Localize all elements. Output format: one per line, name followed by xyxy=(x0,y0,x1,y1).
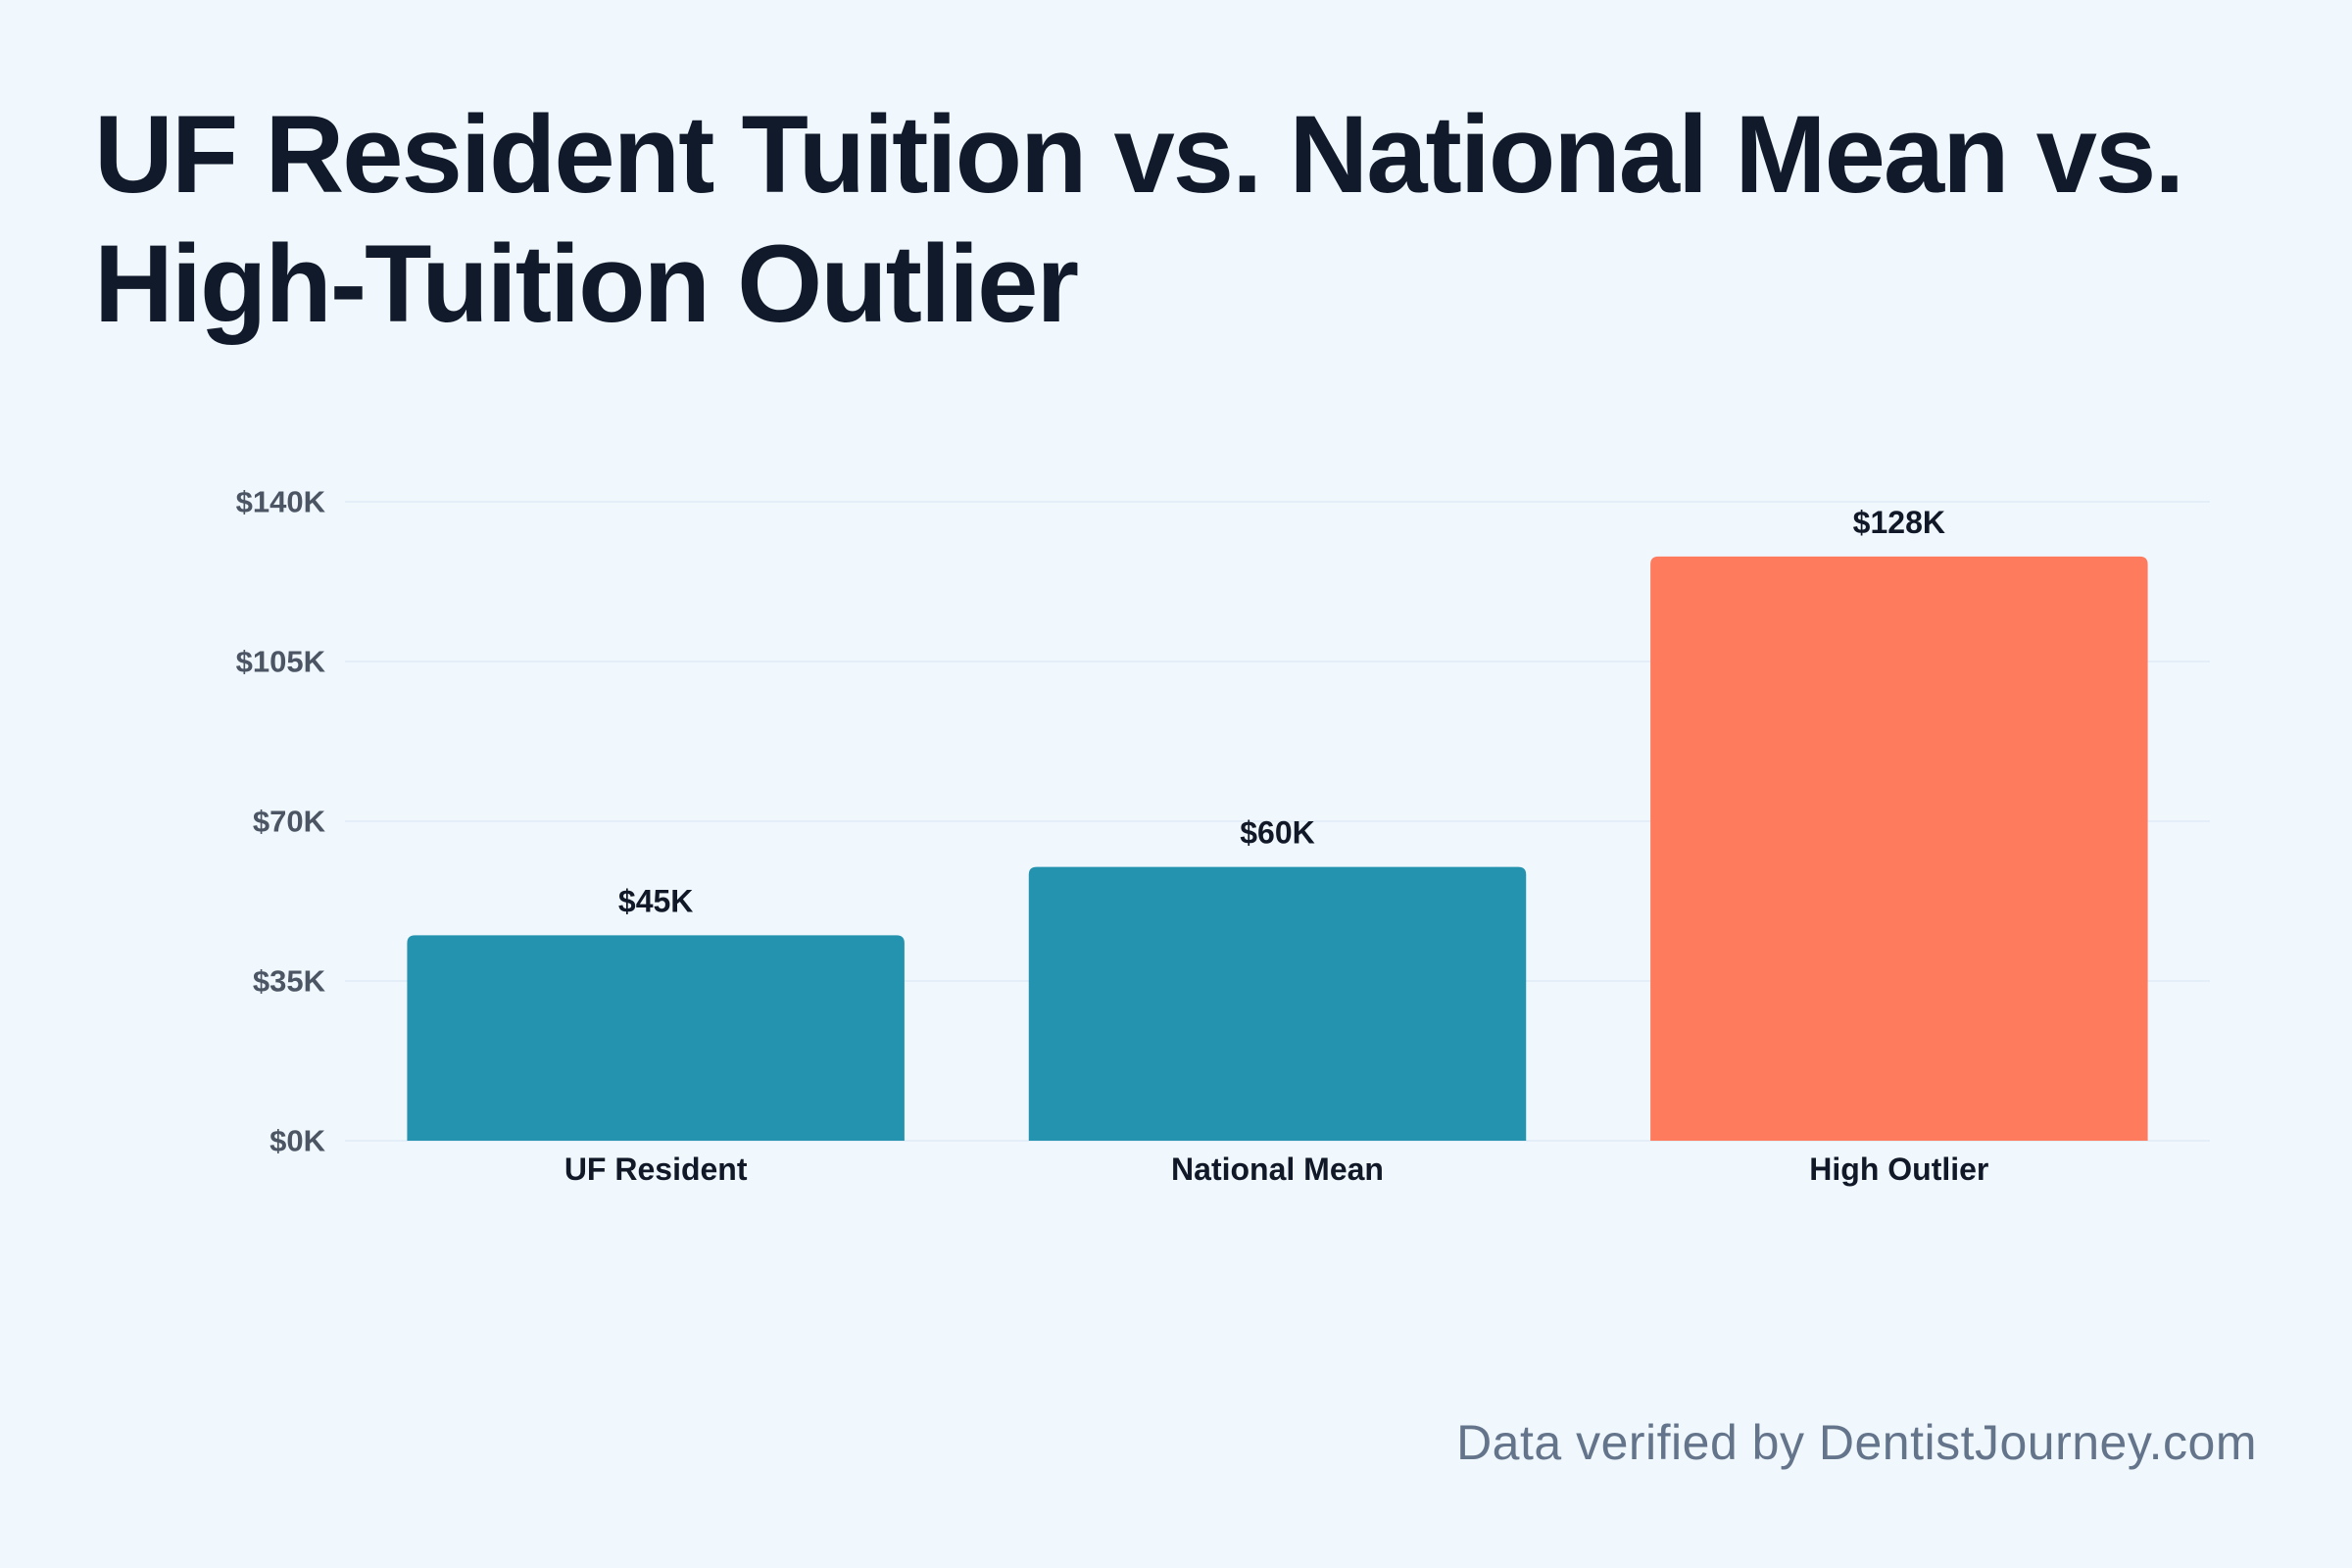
category-label: National Mean xyxy=(1171,1152,1384,1187)
bars xyxy=(407,556,2148,1141)
y-tick-label: $0K xyxy=(270,1124,325,1158)
y-tick-label: $70K xyxy=(253,805,326,839)
bar xyxy=(1650,556,2148,1141)
y-tick-label: $35K xyxy=(253,964,326,999)
category-labels: UF Resident National Mean High Outlier xyxy=(564,1152,1989,1187)
y-tick-label: $105K xyxy=(236,645,326,679)
category-label: High Outlier xyxy=(1809,1152,1988,1187)
bar-value-label: $128K xyxy=(1853,505,1945,540)
bar xyxy=(407,935,905,1141)
chart-title: UF Resident Tuition vs. National Mean vs… xyxy=(94,93,2184,345)
y-tick-label: $140K xyxy=(236,485,326,519)
bar-value-label: $45K xyxy=(618,883,694,918)
bar xyxy=(1028,866,1527,1141)
category-label: UF Resident xyxy=(564,1152,748,1187)
bar-value-label: $60K xyxy=(1240,815,1315,851)
y-axis-ticks: $0K $35K $70K $105K $140K xyxy=(236,485,326,1158)
source-credit: Data verified by DentistJourney.com xyxy=(1456,1415,2257,1470)
value-labels: $45K $60K $128K xyxy=(618,505,1945,919)
